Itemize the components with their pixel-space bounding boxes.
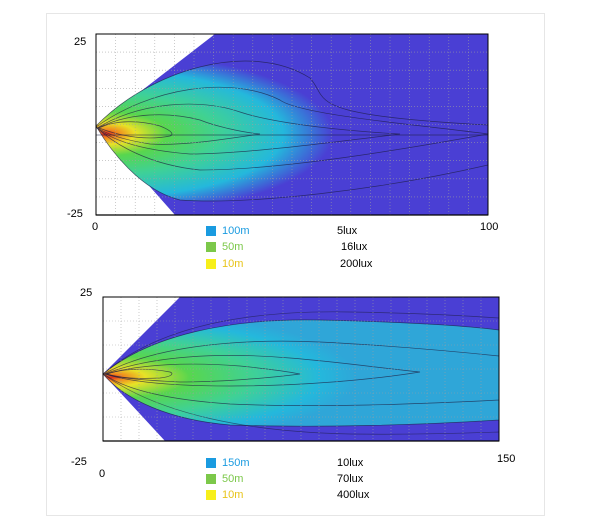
x-tick-label-start-1: 0 bbox=[92, 221, 99, 233]
legend-swatch bbox=[206, 226, 216, 236]
frame-left-border bbox=[46, 13, 47, 516]
x-tick-label-start-2: 0 bbox=[99, 468, 106, 480]
frame-top-border bbox=[46, 13, 544, 14]
legend-swatch bbox=[206, 242, 216, 252]
legend-swatch bbox=[206, 458, 216, 468]
legend-swatch bbox=[206, 490, 216, 500]
legend-distance: 100m bbox=[222, 225, 250, 237]
y-tick-label-bottom-2: -25 bbox=[71, 456, 87, 468]
legend-illuminance: 70lux bbox=[337, 473, 364, 485]
legend-row-2-1: 150m 10lux bbox=[206, 456, 406, 470]
legend-row-1-1: 100m 5lux bbox=[206, 224, 406, 238]
legend-distance: 50m bbox=[222, 473, 244, 485]
grid-2 bbox=[103, 297, 499, 441]
legend-row-2-3: 10m 400lux bbox=[206, 488, 406, 502]
y-tick-label-bottom-1: -25 bbox=[67, 208, 83, 220]
x-tick-label-end-2: 150 bbox=[497, 453, 516, 465]
legend-row-1-2: 50m 16lux bbox=[206, 240, 406, 254]
legend-illuminance: 400lux bbox=[337, 489, 370, 501]
legend-swatch bbox=[206, 259, 216, 269]
y-tick-label-top-2: 25 bbox=[80, 287, 93, 299]
legend-illuminance: 10lux bbox=[337, 457, 364, 469]
legend-distance: 150m bbox=[222, 457, 250, 469]
legend-illuminance: 5lux bbox=[337, 225, 358, 237]
y-tick-label-top-1: 25 bbox=[74, 36, 87, 48]
frame-bottom-border bbox=[46, 515, 544, 516]
legend-distance: 50m bbox=[222, 241, 244, 253]
legend-distance: 10m bbox=[222, 258, 244, 270]
legend-row-2-2: 50m 70lux bbox=[206, 472, 406, 486]
legend-swatch bbox=[206, 474, 216, 484]
x-tick-label-end-1: 100 bbox=[480, 221, 499, 233]
legend-distance: 10m bbox=[222, 489, 244, 501]
legend-illuminance: 16lux bbox=[341, 241, 368, 253]
grid-1 bbox=[96, 34, 488, 215]
legend-row-1-3: 10m 200lux bbox=[206, 257, 406, 271]
legend-illuminance: 200lux bbox=[340, 258, 373, 270]
frame-right-border bbox=[544, 13, 545, 516]
